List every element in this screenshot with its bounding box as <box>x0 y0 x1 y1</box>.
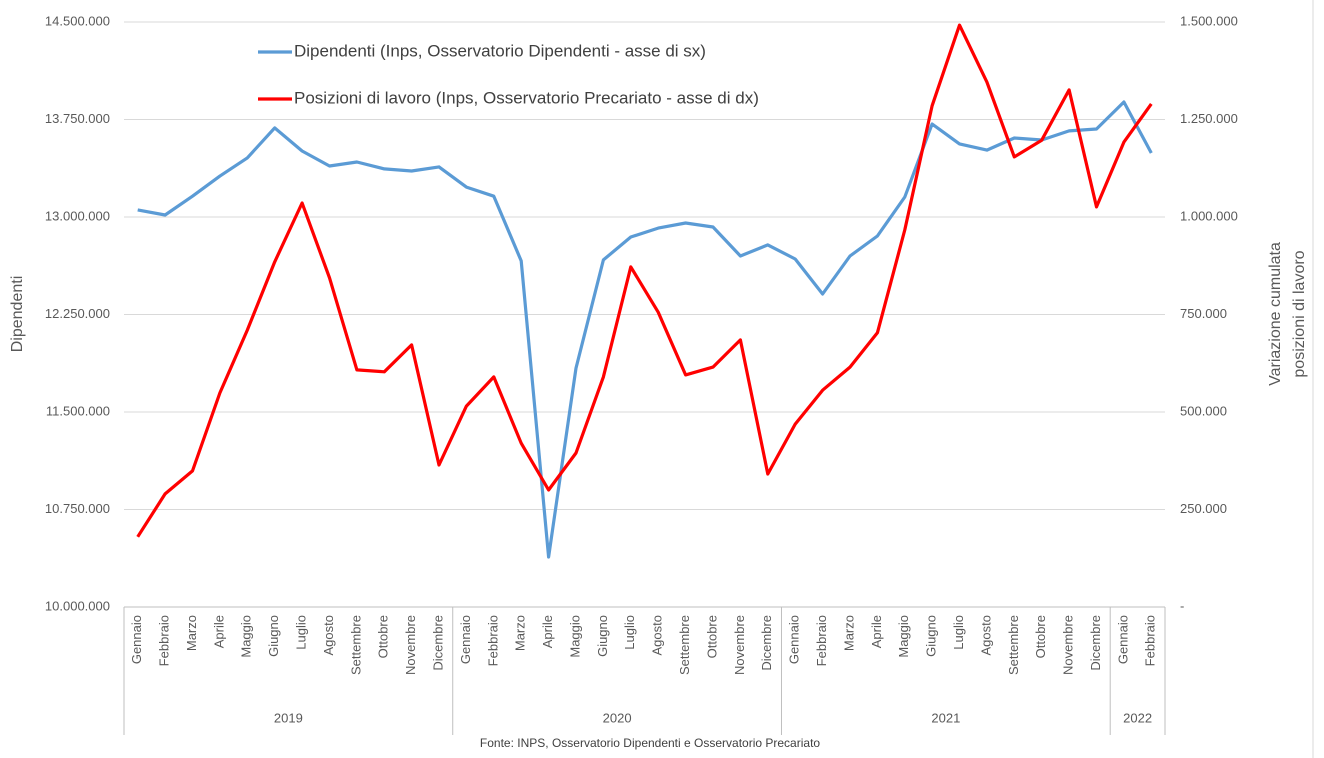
x-tick-label: Ottobre <box>704 615 719 658</box>
x-tick-label: Settembre <box>677 615 692 675</box>
x-tick-label: Febbraio <box>485 615 500 666</box>
x-tick-label: Gennaio <box>787 615 802 664</box>
x-tick-label: Giugno <box>924 615 939 657</box>
x-tick-label: Novembre <box>1061 615 1076 675</box>
x-tick-label: Marzo <box>841 615 856 651</box>
x-tick-label: Aprile <box>540 615 555 648</box>
x-tick-label: Maggio <box>896 615 911 658</box>
y2-tick-label: 1.500.000 <box>1180 13 1238 28</box>
y2-tick-label: 500.000 <box>1180 403 1227 418</box>
x-tick-label: Maggio <box>567 615 582 658</box>
x-tick-label: Marzo <box>184 615 199 651</box>
x-tick-label: Agosto <box>978 615 993 655</box>
x-tick-label: Ottobre <box>1033 615 1048 658</box>
source-note: Fonte: INPS, Osservatorio Dipendenti e O… <box>480 736 820 750</box>
x-tick-label: Agosto <box>650 615 665 655</box>
series-line <box>137 100 1153 559</box>
x-tick-label: Novembre <box>403 615 418 675</box>
series-line <box>136 23 1153 538</box>
x-tick-label: Dicembre <box>430 615 445 671</box>
y-axis-title: Dipendenti <box>9 276 26 353</box>
x-tick-label: Febbraio <box>814 615 829 666</box>
x-tick-label: Ottobre <box>376 615 391 658</box>
y2-tick-label: 250.000 <box>1180 501 1227 516</box>
x-tick-label: Luglio <box>294 615 309 650</box>
x-group-label: 2019 <box>274 710 303 725</box>
x-tick-label: Settembre <box>348 615 363 675</box>
x-tick-label: Febbraio <box>157 615 172 666</box>
x-tick-label: Giugno <box>266 615 281 657</box>
legend-label: Dipendenti (Inps, Osservatorio Dipendent… <box>294 41 706 60</box>
y2-axis-title: Variazione cumulata <box>1267 242 1284 386</box>
y-tick-label: 13.000.000 <box>45 208 110 223</box>
x-tick-label: Giugno <box>595 615 610 657</box>
y2-tick-label: 750.000 <box>1180 306 1227 321</box>
x-tick-label: Dicembre <box>1088 615 1103 671</box>
x-tick-label: Aprile <box>869 615 884 648</box>
x-tick-label: Luglio <box>951 615 966 650</box>
x-tick-label: Marzo <box>513 615 528 651</box>
x-tick-label: Maggio <box>239 615 254 658</box>
y-tick-label: 10.000.000 <box>45 598 110 613</box>
x-tick-label: Luglio <box>622 615 637 650</box>
x-tick-label: Aprile <box>211 615 226 648</box>
x-tick-label: Agosto <box>321 615 336 655</box>
y-tick-label: 11.500.000 <box>46 403 110 418</box>
x-group-label: 2020 <box>603 710 632 725</box>
x-group-label: 2022 <box>1123 710 1152 725</box>
y2-tick-label: 1.250.000 <box>1180 111 1238 126</box>
x-tick-label: Gennaio <box>1115 615 1130 664</box>
x-tick-label: Gennaio <box>129 615 144 664</box>
y-tick-label: 10.750.000 <box>45 501 110 516</box>
y-tick-label: 12.250.000 <box>45 306 110 321</box>
x-tick-label: Dicembre <box>759 615 774 671</box>
x-group-label: 2021 <box>931 710 960 725</box>
y-tick-label: 14.500.000 <box>45 13 110 28</box>
x-tick-label: Settembre <box>1006 615 1021 675</box>
y2-axis-title: posizioni di lavoro <box>1291 250 1308 377</box>
y2-tick-label: - <box>1180 598 1184 613</box>
x-tick-label: Febbraio <box>1143 615 1158 666</box>
legend-label: Posizioni di lavoro (Inps, Osservatorio … <box>294 88 759 107</box>
y2-tick-label: 1.000.000 <box>1180 208 1238 223</box>
y-tick-label: 13.750.000 <box>45 111 110 126</box>
x-tick-label: Gennaio <box>458 615 473 664</box>
x-tick-label: Novembre <box>732 615 747 675</box>
